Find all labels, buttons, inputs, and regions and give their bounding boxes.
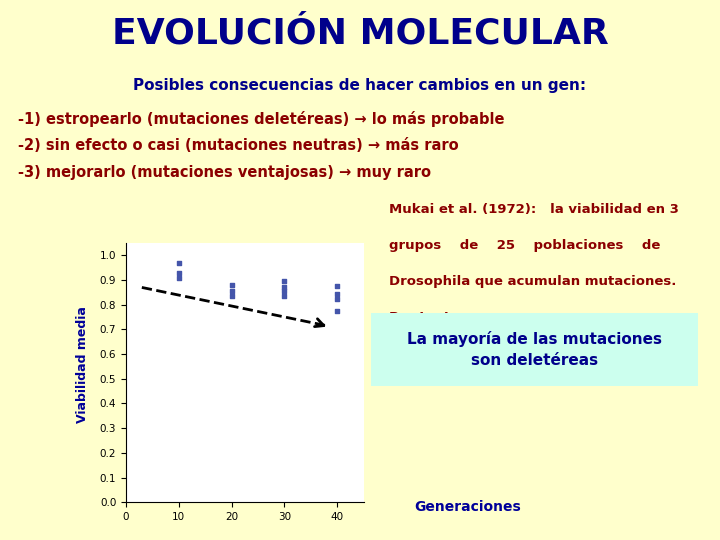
Text: Por tanto:: Por tanto: (389, 311, 464, 324)
Text: -2) sin efecto o casi (mutaciones neutras) → más raro: -2) sin efecto o casi (mutaciones neutra… (18, 138, 459, 153)
Point (173, 273, 184, 282)
Point (226, 292, 238, 300)
Text: grupos    de    25    poblaciones    de: grupos de 25 poblaciones de (389, 239, 660, 252)
FancyBboxPatch shape (371, 313, 698, 386)
Point (226, 281, 238, 289)
Point (226, 287, 238, 295)
Text: La mayoría de las mutaciones
son deletéreas: La mayoría de las mutaciones son deletér… (407, 331, 662, 368)
Point (279, 292, 290, 300)
Text: Drosophila que acumulan mutaciones.: Drosophila que acumulan mutaciones. (389, 275, 676, 288)
Point (331, 282, 343, 291)
Point (173, 268, 184, 277)
Point (279, 277, 290, 286)
Text: Posibles consecuencias de hacer cambios en un gen:: Posibles consecuencias de hacer cambios … (133, 78, 587, 93)
Point (331, 294, 343, 303)
Point (331, 289, 343, 298)
Text: -1) estropearlo (mutaciones deletéreas) → lo más probable: -1) estropearlo (mutaciones deletéreas) … (18, 111, 505, 127)
Point (173, 259, 184, 267)
Point (279, 283, 290, 292)
Point (331, 307, 343, 315)
Text: -3) mejorarlo (mutaciones ventajosas) → muy raro: -3) mejorarlo (mutaciones ventajosas) → … (18, 165, 431, 180)
Text: Viabilidad media: Viabilidad media (76, 306, 89, 423)
Text: Mukai et al. (1972):   la viabilidad en 3: Mukai et al. (1972): la viabilidad en 3 (389, 202, 679, 215)
Text: EVOLUCIÓN MOLECULAR: EVOLUCIÓN MOLECULAR (112, 16, 608, 50)
Point (279, 287, 290, 295)
Text: Generaciones: Generaciones (414, 500, 521, 514)
